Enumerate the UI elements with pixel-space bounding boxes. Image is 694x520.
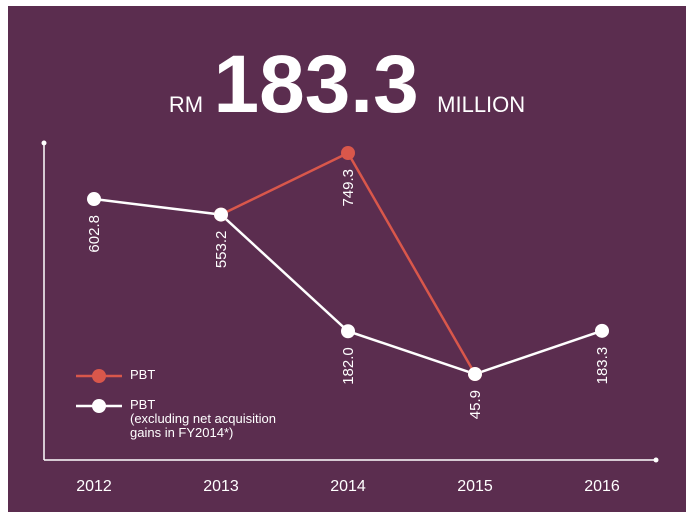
data-point [87, 192, 101, 207]
data-label: 602.8 [86, 215, 103, 253]
data-label: 749.3 [340, 169, 357, 207]
legend-label: PBT [130, 368, 156, 382]
x-tick-label: 2014 [330, 478, 366, 495]
headline: RM 183.3 MILLION [169, 39, 525, 130]
legend-entry: PBT [130, 368, 156, 382]
x-tick-label: 2013 [203, 478, 239, 495]
data-point [214, 207, 228, 222]
headline-suffix: MILLION [437, 92, 525, 117]
data-label: 45.9 [467, 390, 484, 419]
data-label: 183.3 [594, 347, 611, 385]
x-tick-label: 2012 [76, 478, 112, 495]
data-point [341, 324, 355, 339]
data-point [595, 323, 609, 338]
x-tick-label: 2016 [584, 478, 620, 495]
legend-label: PBT (excluding net acquisition gains in … [130, 398, 276, 440]
background [8, 6, 686, 512]
axis-end [41, 140, 47, 146]
data-label: 553.2 [213, 231, 230, 269]
x-tick-label: 2015 [457, 478, 493, 495]
legend-dot [92, 369, 106, 383]
headline-figure: 183.3 [213, 39, 418, 130]
data-point [341, 146, 355, 160]
headline-prefix: RM [169, 92, 203, 117]
data-label: 182.0 [340, 347, 357, 385]
data-point [468, 367, 482, 381]
legend-dot [92, 399, 106, 413]
axis-end [653, 457, 659, 463]
legend-entry: PBT (excluding net acquisition gains in … [130, 398, 276, 440]
